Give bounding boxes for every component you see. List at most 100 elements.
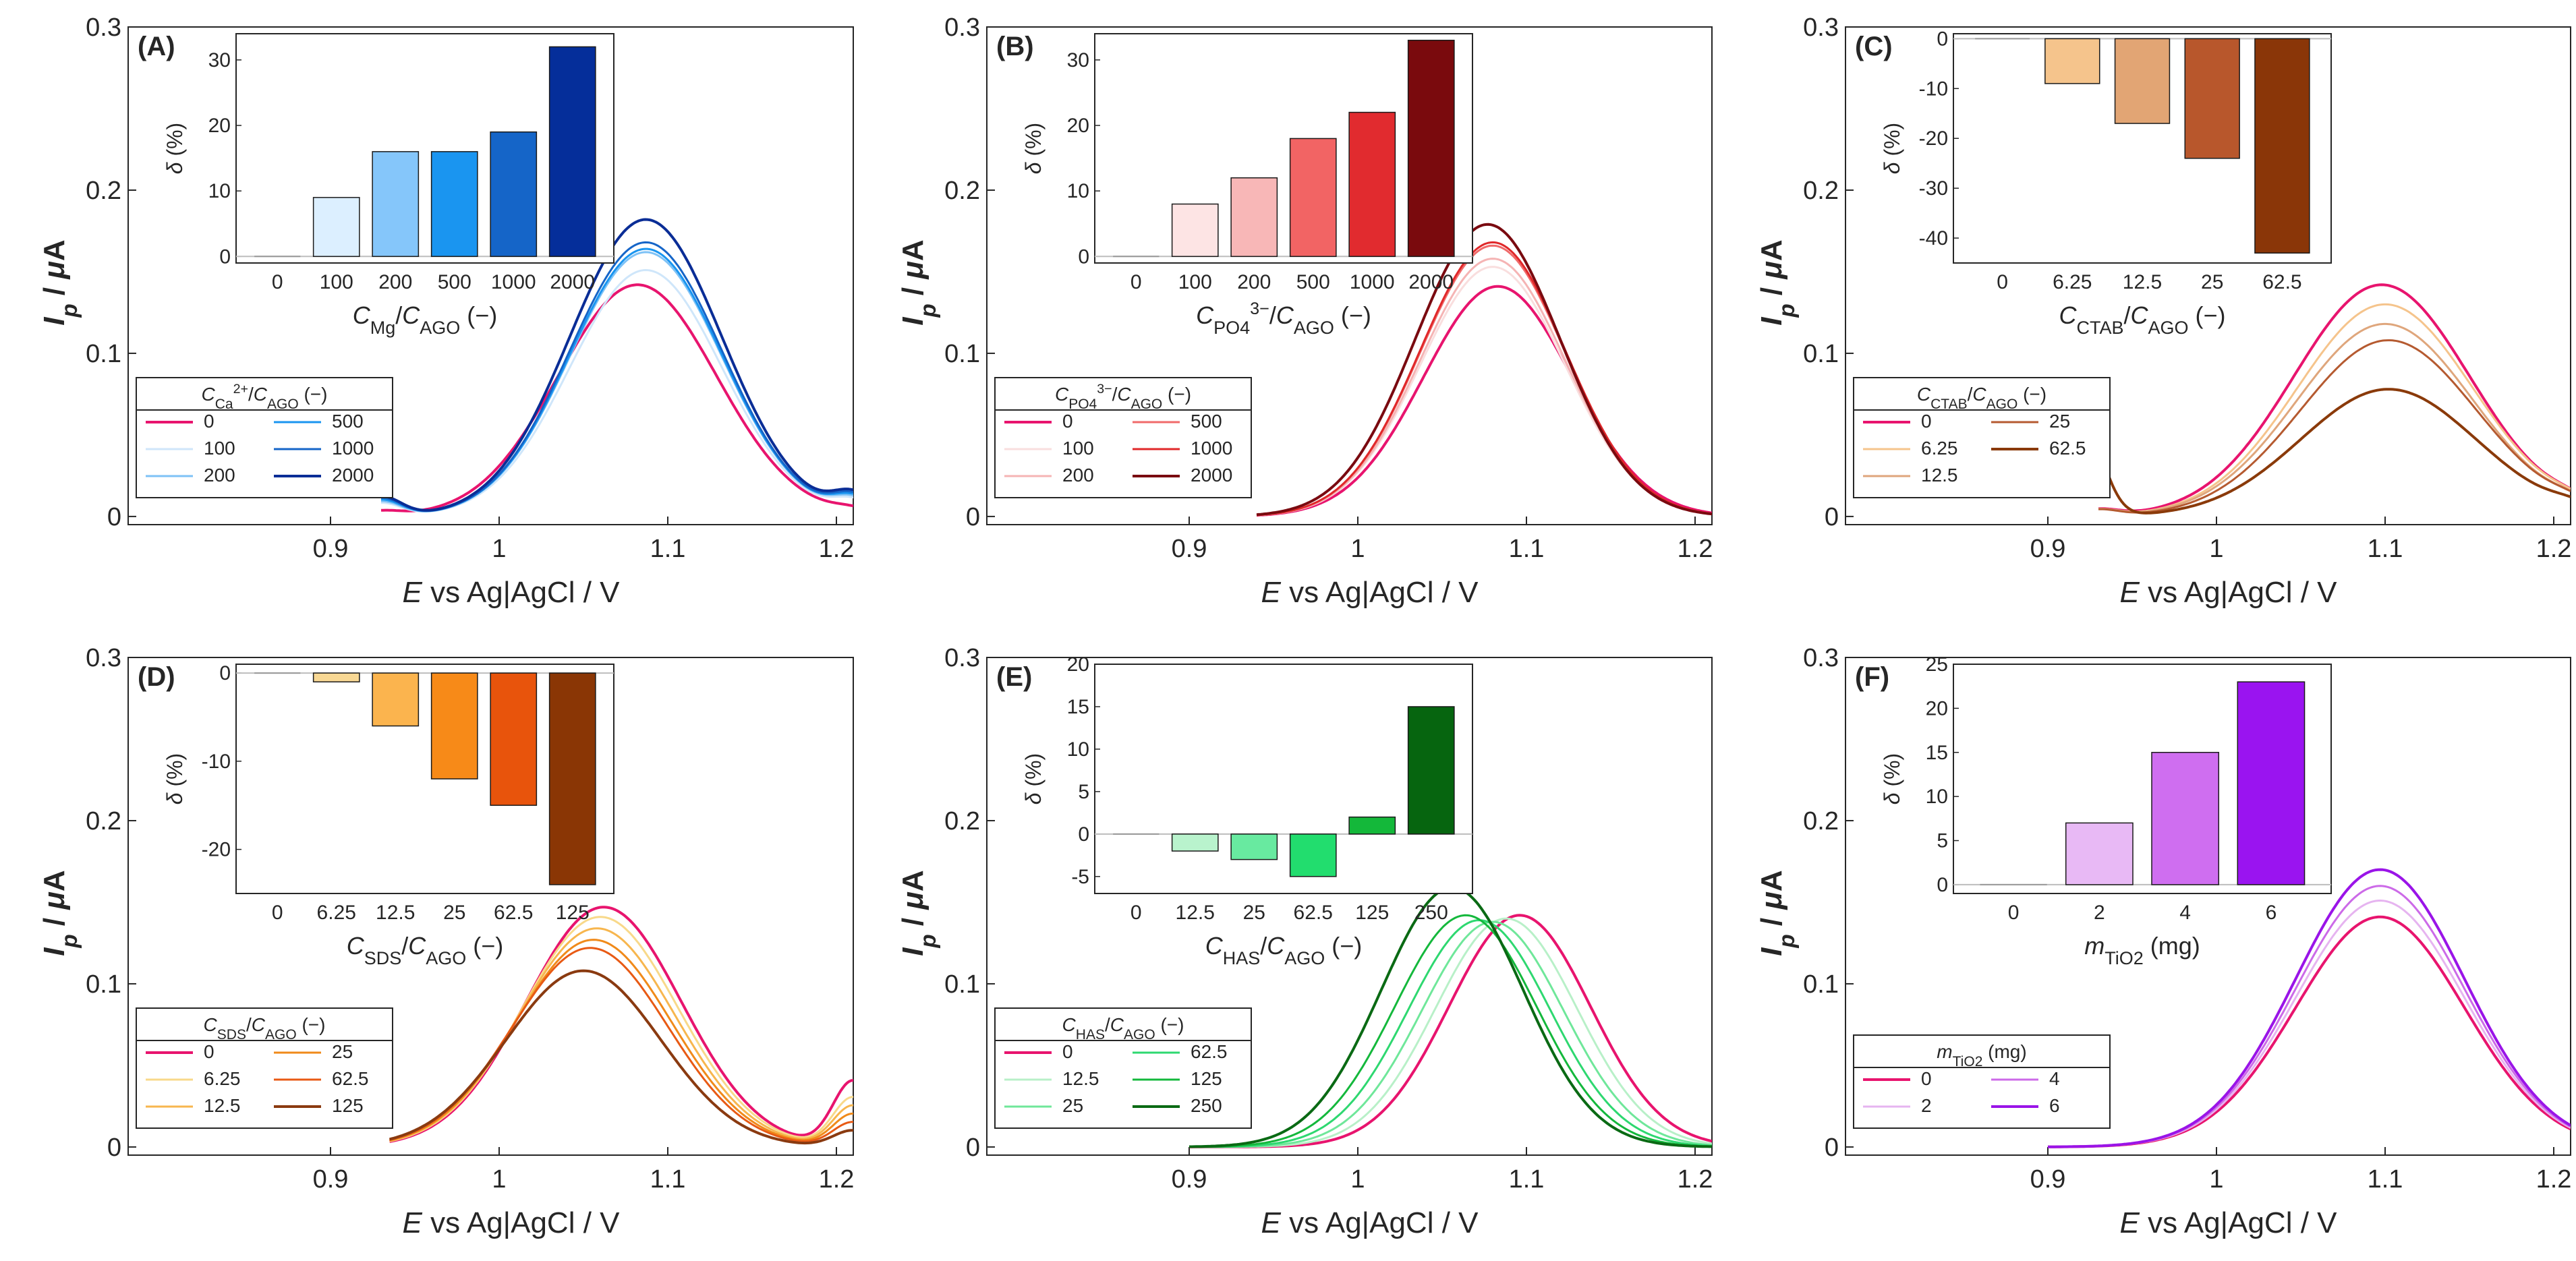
inset-x-tick-label: 0 bbox=[1997, 271, 2008, 293]
panel-label: (A) bbox=[138, 32, 175, 61]
legend-label: 62.5 bbox=[332, 1068, 369, 1089]
inset-y-tick-label: -20 bbox=[1919, 127, 1948, 150]
legend-title: mTiO2 (mg) bbox=[1937, 1041, 2026, 1069]
inset-y-tick-label: 5 bbox=[1078, 781, 1089, 803]
legend-label: 0 bbox=[1062, 411, 1073, 432]
inset-x-tick-label: 125 bbox=[1355, 902, 1389, 924]
inset-y-label: δ (%) bbox=[163, 753, 187, 804]
inset-x-tick-label: 6.25 bbox=[2053, 271, 2092, 293]
x-tick-label: 0.9 bbox=[1172, 1165, 1207, 1194]
curves bbox=[2047, 868, 2571, 1148]
curves bbox=[1256, 223, 1712, 517]
inset-bar-62.5 bbox=[1289, 833, 1337, 877]
legend-label: 25 bbox=[332, 1041, 353, 1062]
x-tick-label: 1.2 bbox=[819, 535, 855, 563]
legend-label: 250 bbox=[1191, 1095, 1222, 1116]
inset-y-tick-label: 0 bbox=[1078, 245, 1089, 268]
inset-x-tick-label: 0 bbox=[2008, 902, 2020, 924]
inset-x-tick-label: 12.5 bbox=[376, 902, 415, 924]
x-tick-label: 1.1 bbox=[1509, 1165, 1545, 1194]
inset-y-label: δ (%) bbox=[1021, 123, 1046, 174]
x-tick-label: 1.1 bbox=[650, 1165, 686, 1194]
inset-bar-2 bbox=[2065, 822, 2134, 885]
inset-bar-500 bbox=[1289, 138, 1337, 258]
inset-x-tick-label: 500 bbox=[438, 271, 471, 293]
x-axis-label: E vs Ag|AgCl / V bbox=[2119, 1206, 2337, 1239]
inset-y-tick-label: 25 bbox=[1926, 653, 1948, 676]
curves bbox=[1189, 886, 1712, 1148]
inset-x-tick-label: 62.5 bbox=[1294, 902, 1333, 924]
panel-label: (E) bbox=[996, 662, 1032, 692]
inset-bar-200 bbox=[372, 151, 420, 258]
legend-title: CSDS/CAGO (−) bbox=[204, 1014, 326, 1043]
y-tick-label: 0.2 bbox=[1803, 807, 1839, 835]
legend-label: 200 bbox=[204, 465, 235, 486]
y-tick-label: 0 bbox=[966, 503, 980, 531]
inset-bar-250 bbox=[1407, 706, 1455, 835]
legend-label: 12.5 bbox=[1921, 465, 1958, 486]
series-line-100 bbox=[1256, 266, 1712, 517]
inset-y-tick-label: 0 bbox=[1937, 28, 1948, 50]
inset-y-label: δ (%) bbox=[1880, 123, 1904, 174]
y-axis-label: Ip / μA bbox=[896, 870, 940, 956]
chart-a: 0 0.1 0.2 0.3 0.9 1 1.1 1.2 E vs Ag|AgCl / V Ip /… bbox=[38, 13, 855, 609]
y-tick-label: 0 bbox=[107, 1134, 121, 1162]
inset-y-tick-label: 0 bbox=[219, 662, 231, 684]
series-line-25 bbox=[1189, 920, 1712, 1148]
inset-y-tick-label: 30 bbox=[208, 49, 231, 71]
legend-label: 125 bbox=[1191, 1068, 1222, 1089]
inset-x-tick-label: 100 bbox=[320, 271, 353, 293]
x-tick-label: 1.2 bbox=[2536, 1165, 2572, 1194]
inset-x-tick-label: 100 bbox=[1178, 271, 1212, 293]
y-tick-label: 0 bbox=[966, 1134, 980, 1162]
inset-y-label: δ (%) bbox=[1021, 753, 1046, 804]
y-axis-label: Ip / μA bbox=[38, 870, 82, 956]
inset-bar-200 bbox=[1230, 177, 1278, 258]
y-axis-label: Ip / μA bbox=[1755, 239, 1799, 325]
series-line-2000 bbox=[1256, 223, 1712, 517]
legend: CCTAB/CAGO (−)0 6.25 12.5 25 62.5 bbox=[1853, 377, 2111, 498]
inset-bar-2000 bbox=[548, 46, 596, 258]
inset-y-tick-label: 10 bbox=[1067, 180, 1089, 202]
inset-x-tick-label: 0 bbox=[1130, 271, 1142, 293]
inset-y-tick-label: 0 bbox=[219, 245, 231, 268]
inset-x-tick-label: 0 bbox=[272, 902, 283, 924]
inset-chart: 0 5 10 15 20 25 0 2 4 6 mTiO2 (mg) δ (%) bbox=[1880, 653, 2332, 968]
x-tick-label: 1.2 bbox=[1678, 1165, 1713, 1194]
inset-bar-62.5 bbox=[2254, 38, 2310, 254]
x-axis-label: E vs Ag|AgCl / V bbox=[1261, 1206, 1479, 1239]
inset-chart: 0 10 20 30 0 100 200 500 1000 2000 CMg/CAGO (−) δ (… bbox=[163, 33, 614, 338]
x-tick-label: 1.2 bbox=[819, 1165, 855, 1194]
x-tick-label: 1.1 bbox=[2368, 1165, 2403, 1194]
legend-label: 6 bbox=[2049, 1095, 2060, 1116]
legend-frame bbox=[136, 377, 393, 498]
y-tick-label: 0.3 bbox=[86, 644, 121, 672]
legend: CSDS/CAGO (−)0 6.25 12.5 25 62.5 125 bbox=[136, 1007, 393, 1129]
x-axis-label: E vs Ag|AgCl / V bbox=[2119, 576, 2337, 609]
y-tick-label: 0.1 bbox=[86, 970, 121, 999]
inset-y-tick-label: -40 bbox=[1919, 227, 1948, 250]
panel-d: 0 0.1 0.2 0.3 0.9 1 1.1 1.2 E vs Ag|AgCl / V Ip /… bbox=[0, 630, 859, 1261]
x-tick-label: 0.9 bbox=[313, 535, 349, 563]
curves bbox=[380, 218, 853, 513]
panel-b: 0 0.1 0.2 0.3 0.9 1 1.1 1.2 E vs Ag|AgCl / V Ip /… bbox=[859, 0, 1717, 630]
panel-label: (C) bbox=[1855, 32, 1893, 61]
series-line-0 bbox=[380, 283, 853, 512]
legend-frame bbox=[1853, 1034, 2111, 1129]
inset-y-tick-label: 20 bbox=[1067, 115, 1089, 137]
legend-label: 200 bbox=[1062, 465, 1094, 486]
series-line-250 bbox=[1189, 886, 1712, 1148]
x-axis-label: E vs Ag|AgCl / V bbox=[1261, 576, 1479, 609]
legend-label: 62.5 bbox=[1191, 1041, 1228, 1062]
inset-bar-125 bbox=[548, 672, 596, 885]
chart-c: 0 0.1 0.2 0.3 0.9 1 1.1 1.2 E vs Ag|AgCl / V Ip /… bbox=[1755, 13, 2571, 609]
legend-label: 2 bbox=[1921, 1095, 1932, 1116]
inset-x-tick-label: 200 bbox=[1237, 271, 1271, 293]
panel-a: 0 0.1 0.2 0.3 0.9 1 1.1 1.2 E vs Ag|AgCl / V Ip /… bbox=[0, 0, 859, 630]
legend: mTiO2 (mg)0 2 4 6 bbox=[1853, 1034, 2111, 1129]
panel-label: (D) bbox=[138, 662, 175, 692]
inset-y-label: δ (%) bbox=[163, 123, 187, 174]
series-line-62.5 bbox=[1189, 919, 1712, 1148]
inset-bar-12.5 bbox=[1171, 833, 1219, 852]
legend-label: 0 bbox=[204, 1041, 214, 1062]
